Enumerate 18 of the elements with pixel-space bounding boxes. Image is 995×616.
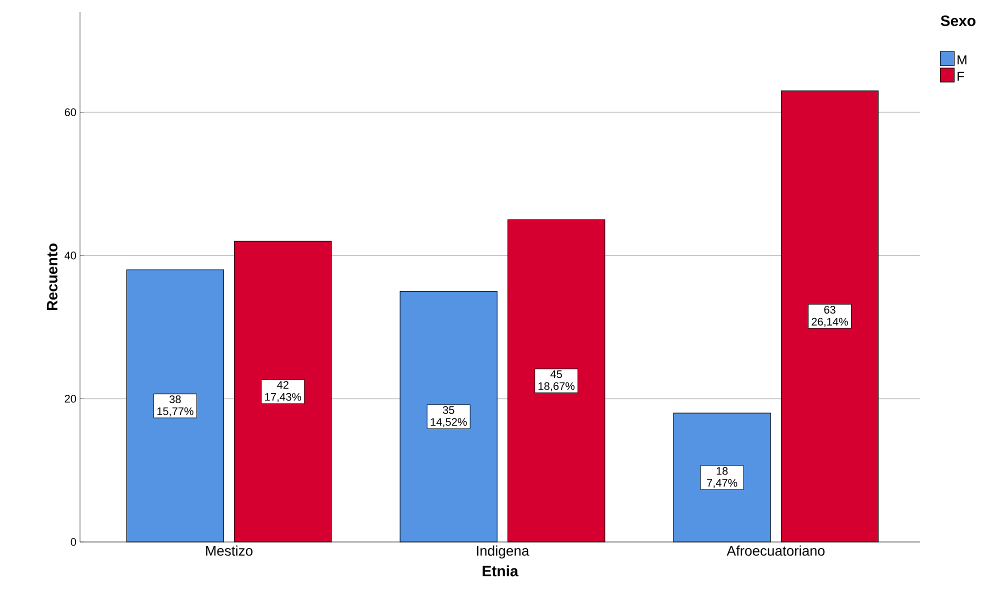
x-axis-title: Etnia xyxy=(482,565,518,576)
x-tick-label: Indigena xyxy=(476,546,530,559)
x-tick-label: Afroecuatoriano xyxy=(726,546,825,556)
legend-label: F xyxy=(958,72,964,81)
data-label: 45 18,67% xyxy=(538,370,575,392)
data-label: 18 7,47% xyxy=(707,467,738,488)
y-axis-title: Recuento xyxy=(47,244,58,310)
y-tick-label: 0 xyxy=(70,538,76,546)
data-label: 42 17,43% xyxy=(265,381,302,402)
legend-label: M xyxy=(958,55,966,64)
legend-title: Sexo xyxy=(940,16,976,26)
y-tick-label: 20 xyxy=(64,394,76,403)
data-label: 35 14,52% xyxy=(430,406,467,428)
data-label: 38 15,77% xyxy=(157,395,194,416)
y-tick-label: 60 xyxy=(64,108,76,116)
x-tick-label: Mestizo xyxy=(206,546,252,556)
y-tick-label: 40 xyxy=(64,252,76,260)
data-label: 63 26,14% xyxy=(812,306,848,327)
